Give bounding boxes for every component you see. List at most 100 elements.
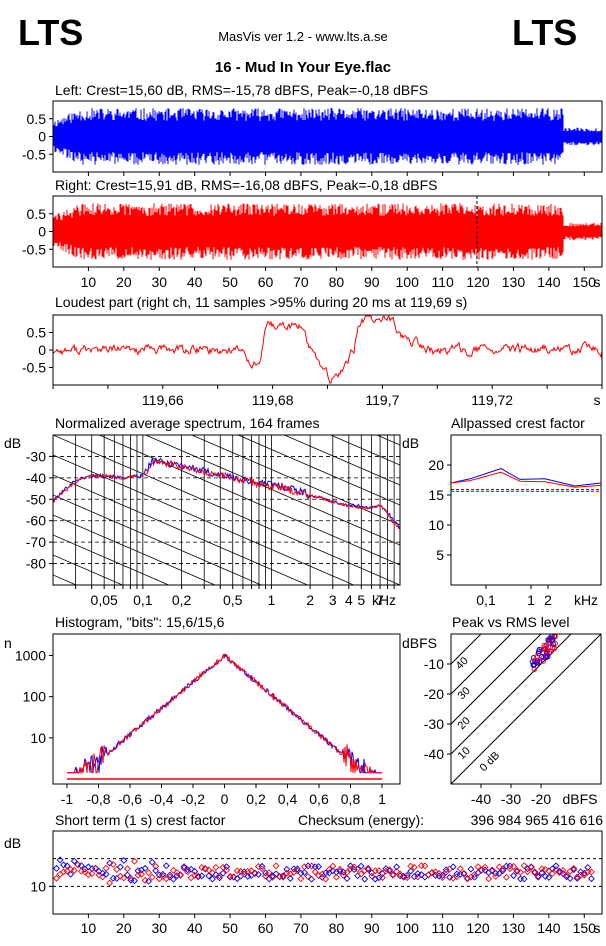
- crest-left-point: [460, 870, 468, 878]
- crest-left-point: [467, 865, 475, 873]
- crest-right-point: [456, 865, 464, 873]
- right-waveform-title: Right: Crest=15,91 dB, RMS=-16,08 dBFS, …: [55, 177, 437, 193]
- x-tick-label: 119,66: [142, 392, 184, 408]
- crest-right-point: [442, 868, 450, 876]
- x-tick-label: -0,8: [86, 791, 110, 807]
- x-tick-label: 60: [258, 920, 274, 936]
- crest-left-point: [527, 863, 535, 871]
- crest-left-point: [216, 874, 223, 882]
- x-tick-label: 100: [396, 274, 420, 290]
- crest-left-point: [315, 863, 323, 871]
- spectrum-right-line: [53, 458, 400, 530]
- crest-right-point: [212, 864, 220, 871]
- y-tick-label: -50: [26, 491, 46, 507]
- crest-right-point: [364, 864, 372, 872]
- crest-right-point: [53, 874, 60, 882]
- crest-diagonal: [451, 634, 482, 665]
- crest-right-point: [81, 868, 89, 876]
- slope-line: [53, 454, 355, 585]
- crest-right-point: [531, 868, 539, 876]
- crest-right-point: [587, 868, 595, 876]
- y-tick-label: -0.5: [22, 241, 46, 257]
- crest-right-point: [510, 862, 517, 870]
- x-tick-label: 2: [544, 592, 552, 608]
- pvr-point: [537, 659, 543, 665]
- histogram-title: Histogram, "bits": 15,6/15,6: [55, 614, 225, 630]
- crest-left-point: [208, 875, 216, 883]
- x-tick-label: -0,2: [181, 791, 205, 807]
- y-tick-label: -30: [424, 716, 444, 732]
- x-unit-label: s: [594, 274, 601, 290]
- crest-right-point: [138, 870, 145, 878]
- crest-right-point: [279, 873, 287, 881]
- crest-right-point: [297, 875, 305, 883]
- x-tick-label: 60: [258, 274, 274, 290]
- slope-line: [190, 435, 400, 526]
- crest-left-point: [159, 870, 167, 878]
- crest-right-point: [265, 869, 273, 877]
- x-tick-label: 0,1: [133, 592, 153, 608]
- plot-frame: [52, 830, 603, 915]
- crest-right-point: [570, 864, 578, 872]
- slope-line: [53, 514, 216, 585]
- crest-left-point: [304, 862, 312, 870]
- crest-left-point: [120, 856, 128, 864]
- y-axis-label: n: [4, 635, 12, 651]
- allpassed-crest-title: Allpassed crest factor: [451, 415, 585, 431]
- left-waveform-title: Left: Crest=15,60 dB, RMS=-15,78 dBFS, P…: [55, 82, 428, 98]
- x-tick-label: 130: [502, 274, 526, 290]
- x-tick-label: 110: [431, 274, 454, 290]
- crest-right-point: [474, 863, 482, 871]
- x-tick-label: 119,72: [471, 392, 513, 408]
- crest-left-point: [191, 867, 199, 875]
- x-unit-label: kHz: [372, 592, 396, 608]
- x-tick-label: 20: [116, 920, 132, 936]
- crest-left-point: [322, 869, 330, 877]
- y-tick-label: -40: [424, 746, 444, 762]
- spectrum-inner: [53, 435, 400, 585]
- crest-left-point: [67, 870, 75, 878]
- pvr-point: [540, 658, 547, 664]
- crest-left-point: [131, 877, 138, 885]
- y-tick-label: -20: [424, 686, 444, 702]
- x-tick-label: 0,1: [476, 592, 496, 608]
- crest-left-point: [198, 872, 206, 880]
- x-tick-label: 130: [502, 920, 526, 936]
- x-tick-label: 0,2: [172, 592, 192, 608]
- crest-right-point: [272, 862, 280, 870]
- crest-right-point: [559, 867, 567, 874]
- app-title: MasVis ver 1.2 - www.lts.a.se: [218, 29, 388, 44]
- x-tick-label: 7: [376, 592, 384, 608]
- slope-line: [53, 534, 170, 585]
- crest-diagonal: [451, 634, 601, 784]
- slope-line: [53, 554, 124, 585]
- y-tick-label: -10: [424, 656, 444, 672]
- x-tick-label: 0,05: [91, 592, 118, 608]
- crest-left-point: [53, 864, 60, 872]
- pvr-point: [550, 641, 556, 647]
- crest-left-point: [219, 869, 227, 877]
- crest-right-point: [520, 862, 528, 870]
- crest-right-point: [131, 857, 138, 865]
- x-tick-label: 0,2: [246, 791, 266, 807]
- loudest-part-plot: 0.50 -0.5 119,66 119,68 119,7 119,72 s: [22, 314, 603, 408]
- pvr-point: [541, 642, 547, 649]
- crest-left-point: [499, 867, 507, 875]
- x-tick-label: 150: [573, 920, 597, 936]
- x-tick-label: 0,8: [341, 791, 361, 807]
- slope-line: [329, 435, 400, 466]
- pvr-point: [531, 655, 537, 661]
- left-waveform-plot: 0.5 0-0.5: [22, 100, 603, 176]
- x-tick-label: 0: [221, 791, 229, 807]
- crest-right-point: [527, 864, 535, 871]
- crest-diagonal: [451, 634, 512, 695]
- crest-right-point: [492, 872, 500, 880]
- checksum-label: Checksum (energy):: [298, 812, 424, 828]
- crest-left-point: [566, 875, 574, 882]
- y-tick-label: 0.5: [27, 325, 47, 341]
- crest-right-point: [205, 866, 213, 874]
- crest-left-point: [407, 867, 415, 875]
- crest-right-point: [148, 873, 156, 881]
- crest-left-point: [166, 871, 174, 879]
